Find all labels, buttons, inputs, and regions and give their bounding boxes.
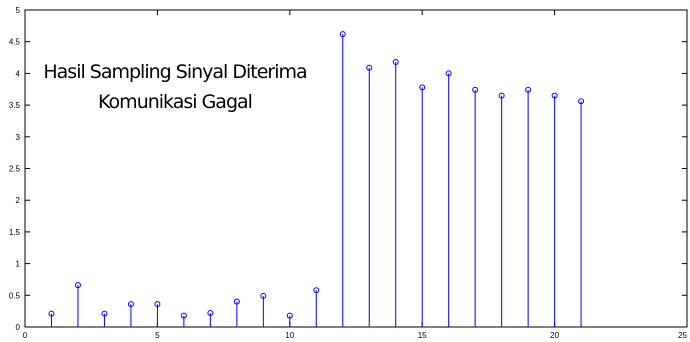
- stem-marker: [392, 58, 399, 65]
- stem-marker: [472, 86, 479, 93]
- stem-marker: [207, 310, 214, 317]
- stem-marker: [525, 86, 532, 93]
- stem-marker: [419, 84, 426, 91]
- stem-marker: [74, 282, 81, 289]
- y-tick-label: 1: [16, 260, 21, 269]
- y-tick-label: 0: [16, 323, 21, 332]
- y-tick-label: 3.5: [9, 101, 21, 110]
- stem-marker: [551, 92, 558, 99]
- stem-marker: [498, 92, 505, 99]
- stem-marker: [366, 64, 373, 71]
- y-tick-label: 4: [16, 69, 21, 78]
- x-tick-label: 15: [418, 331, 427, 340]
- stem-marker: [286, 312, 293, 319]
- y-tick-label: 2: [16, 196, 21, 205]
- y-tick-label: 4.5: [9, 38, 21, 47]
- annotation: Komunikasi Gagal: [98, 91, 252, 113]
- stem-marker: [127, 301, 134, 308]
- y-tick-label: 0.5: [9, 291, 21, 300]
- y-tick-label: 3: [16, 133, 21, 142]
- stem-marker: [180, 312, 187, 319]
- stem-marker: [313, 287, 320, 294]
- x-tick-label: 0: [23, 331, 28, 340]
- x-tick-label: 10: [285, 331, 294, 340]
- annotation: Hasil Sampling Sinyal Diterima: [43, 61, 306, 83]
- stem-marker: [154, 301, 161, 308]
- stem-marker: [445, 70, 452, 77]
- stem-marker: [339, 31, 346, 38]
- y-tick-label: 1.5: [9, 228, 21, 237]
- x-tick-label: 5: [155, 331, 160, 340]
- stem-marker: [101, 310, 108, 317]
- x-tick-label: 20: [550, 331, 559, 340]
- plot-box: [24, 9, 688, 328]
- stem-marker: [578, 98, 585, 105]
- y-tick-label: 2.5: [9, 165, 21, 174]
- x-tick-label: 25: [678, 331, 687, 340]
- stem-marker: [48, 310, 55, 317]
- y-tick-label: 5: [16, 6, 21, 15]
- stem-marker: [260, 292, 267, 299]
- stem-marker: [233, 298, 240, 305]
